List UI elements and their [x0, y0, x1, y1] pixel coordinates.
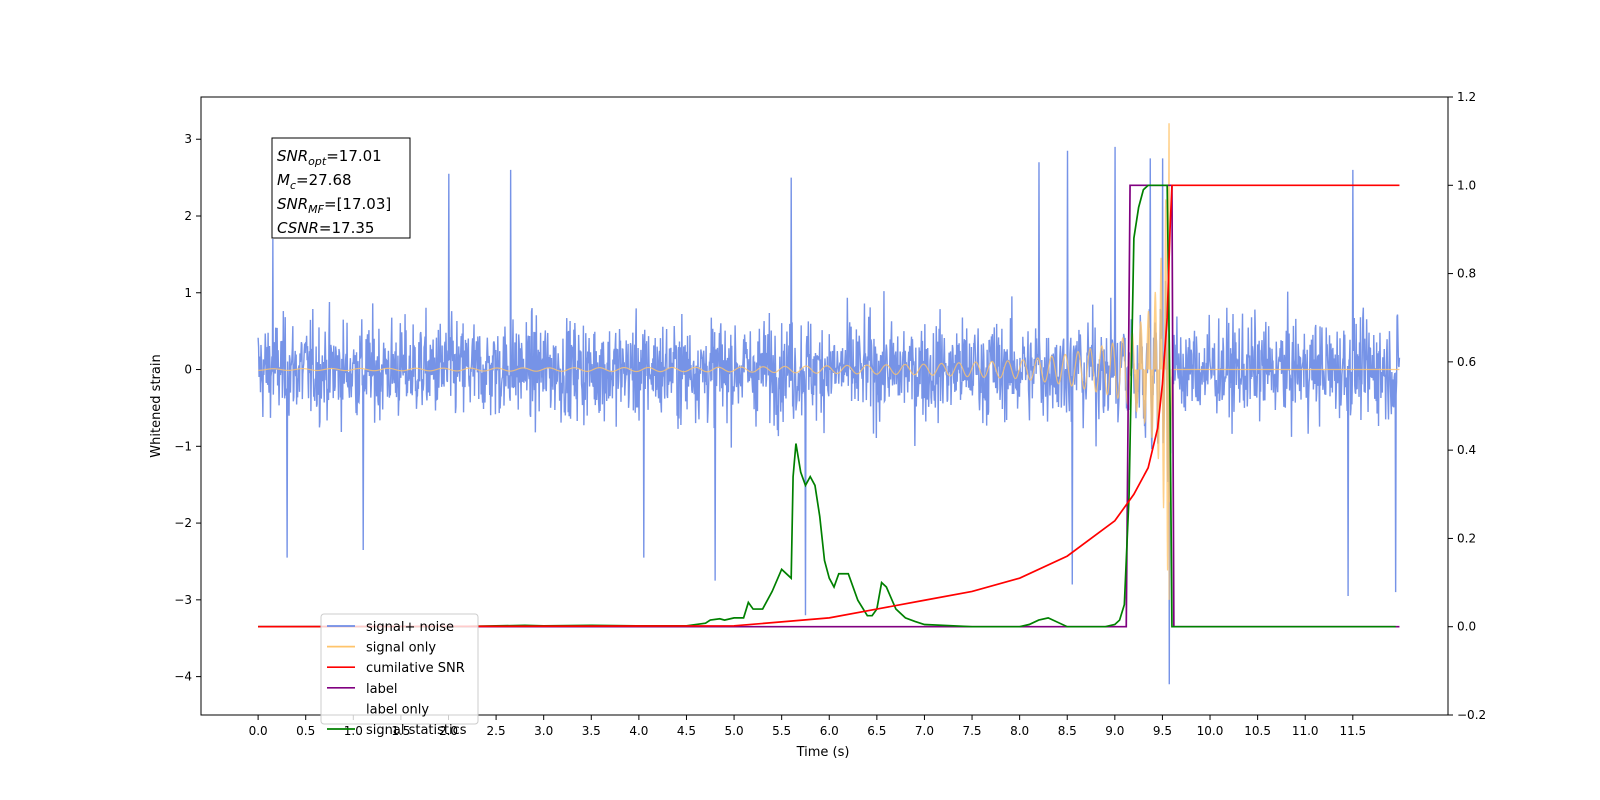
x-tick-label: 0.5 [296, 724, 315, 738]
x-tick-label: 8.5 [1058, 724, 1077, 738]
annotation-box: SNRopt=17.01Mc=27.68SNRMF=[17.03]CSNR=17… [271, 137, 411, 239]
legend-entry: signal statistics [327, 723, 467, 738]
annotation-value: =17.35 [319, 219, 375, 237]
x-tick-label: 11.0 [1292, 724, 1319, 738]
x-tick-label: 4.0 [629, 724, 648, 738]
y-right-tick-label: 1.0 [1457, 178, 1476, 192]
y-left-tick-label: −3 [174, 593, 192, 607]
y-axis-label: Whitened strain [149, 354, 164, 457]
x-tick-label: 6.0 [820, 724, 839, 738]
x-tick-label: 3.0 [534, 724, 553, 738]
legend-entry: label only [366, 702, 429, 717]
annotation-line: SNRMF=[17.03] [277, 195, 391, 216]
legend-entry: signal only [327, 641, 436, 656]
x-tick-label: 3.5 [582, 724, 601, 738]
series-lines [258, 184, 1400, 628]
line-signal-statistics [258, 184, 1396, 628]
x-tick-label: 8.0 [1010, 724, 1029, 738]
y-left-tick-label: −4 [174, 670, 192, 684]
y-right-tick-label: 1.2 [1457, 90, 1476, 104]
y-right-tick-label: −0.2 [1457, 708, 1486, 722]
x-axis-label: Time (s) [796, 745, 850, 760]
annotation-symbol: SNR [277, 147, 308, 165]
y-axis-left: 3 2 1 0 −1 −2 −3 −4 [174, 132, 201, 684]
annotation-line: CSNR=17.35 [277, 219, 374, 237]
y-left-tick-label: 0 [184, 363, 192, 377]
legend: signal+ noise signal only cumilative SNR la… [320, 613, 479, 738]
x-tick-label: 10.0 [1197, 724, 1224, 738]
annotation-symbol: CSNR [277, 219, 319, 237]
y-right-tick-label: 0.6 [1457, 355, 1476, 369]
x-tick-label: 5.0 [725, 724, 744, 738]
series-signal-only [258, 123, 1400, 600]
x-tick-label: 9.5 [1153, 724, 1172, 738]
x-axis: 0.0 0.5 1.0 1.5 2.0 2.5 3.0 3.5 4.0 4.5 5.0 5.5 6.0 6… [249, 715, 1366, 738]
plot-frame [200, 96, 1449, 716]
legend-label: cumilative SNR [366, 661, 465, 676]
legend-entry: signal+ noise [327, 620, 454, 635]
x-tick-label: 9.0 [1105, 724, 1124, 738]
signal-only-line [258, 123, 1400, 600]
annotation-value: =27.68 [296, 171, 352, 189]
legend-label: signal only [366, 641, 436, 656]
annotation-frame [271, 137, 411, 239]
annotation-line: Mc=27.68 [277, 171, 352, 192]
x-tick-label: 1.0 [344, 724, 363, 738]
legend-label: signal+ noise [366, 620, 454, 635]
y-axis-right: 1.2 1.0 0.8 0.6 0.4 0.2 0.0 −0.2 [1448, 90, 1486, 722]
line-cumilative-snr [258, 184, 1400, 628]
x-tick-label: 4.5 [677, 724, 696, 738]
y-left-tick-label: 2 [184, 209, 192, 223]
y-left-tick-label: −2 [174, 516, 192, 530]
y-left-tick-label: 3 [184, 132, 192, 146]
y-right-tick-label: 0.0 [1457, 620, 1476, 634]
signal-noise-line [257, 146, 1401, 685]
x-tick-label: 11.5 [1339, 724, 1366, 738]
y-right-tick-label: 0.4 [1457, 443, 1476, 457]
x-tick-label: 7.0 [915, 724, 934, 738]
annotation-subscript: c [290, 179, 296, 192]
x-tick-label: 5.5 [772, 724, 791, 738]
annotation-symbol: SNR [277, 195, 308, 213]
legend-label: label only [366, 702, 429, 717]
x-tick-label: 1.5 [391, 724, 410, 738]
annotation-value: =[17.03] [324, 195, 391, 213]
legend-entry: label [327, 682, 397, 697]
series-signal-noise [257, 146, 1401, 685]
legend-label: signal statistics [366, 723, 467, 738]
x-tick-label: 0.0 [249, 724, 268, 738]
annotation-subscript: MF [308, 203, 324, 216]
x-tick-label: 7.5 [962, 724, 981, 738]
x-tick-label: 6.5 [867, 724, 886, 738]
x-tick-label: 10.5 [1244, 724, 1271, 738]
x-tick-label: 2.5 [487, 724, 506, 738]
y-right-tick-label: 0.2 [1457, 531, 1476, 545]
legend-label: label [366, 682, 397, 697]
annotation-subscript: opt [308, 155, 327, 168]
y-right-tick-label: 0.8 [1457, 267, 1476, 281]
legend-frame [320, 613, 479, 725]
annotation-symbol: M [277, 171, 290, 189]
y-left-tick-label: −1 [174, 439, 192, 453]
legend-entry: cumilative SNR [327, 661, 465, 676]
annotation-value: =17.01 [326, 147, 382, 165]
y-left-tick-label: 1 [184, 286, 192, 300]
x-tick-label: 2.0 [439, 724, 458, 738]
annotation-line: SNRopt=17.01 [277, 147, 382, 168]
